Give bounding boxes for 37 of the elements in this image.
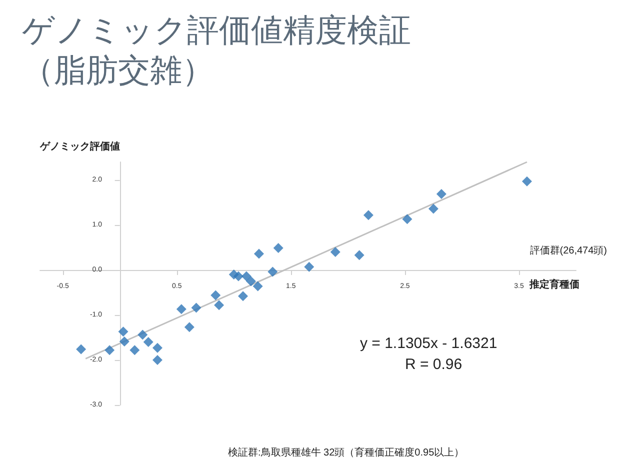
x-axis-title: 推定育種価 <box>528 278 580 290</box>
annotation: R = 0.96 <box>405 356 462 373</box>
point <box>152 342 162 353</box>
point <box>76 344 86 354</box>
point <box>268 266 278 277</box>
text: 検証群:鳥取県種雄牛 32頭（育種価正確度0.95以上） <box>228 446 464 458</box>
point <box>246 276 256 286</box>
point <box>104 345 115 356</box>
point <box>363 210 374 220</box>
point <box>330 247 340 257</box>
point <box>238 291 248 302</box>
point <box>176 304 186 314</box>
chart-title: ゲノミック評価値精度検証（脂肪交雑） <box>22 10 412 90</box>
point <box>184 322 194 332</box>
point <box>210 290 221 300</box>
annotation: y = 1.1305x - 1.6321 <box>360 335 498 352</box>
y-axis-title: ゲノミック評価値 <box>38 140 120 152</box>
point <box>522 176 532 186</box>
point <box>428 204 438 214</box>
point <box>119 336 130 347</box>
point <box>191 302 202 313</box>
point <box>436 188 446 199</box>
point <box>354 250 364 260</box>
point <box>252 281 263 292</box>
annotation: 評価群(26,474頭) <box>530 244 608 256</box>
point <box>402 214 412 224</box>
point <box>118 326 128 337</box>
point <box>130 345 140 356</box>
point <box>254 248 264 259</box>
point <box>273 242 284 253</box>
point <box>214 300 224 310</box>
point <box>241 271 252 282</box>
point <box>143 337 154 347</box>
point <box>228 270 239 280</box>
point <box>152 355 162 365</box>
point <box>138 330 148 340</box>
point <box>304 262 314 272</box>
